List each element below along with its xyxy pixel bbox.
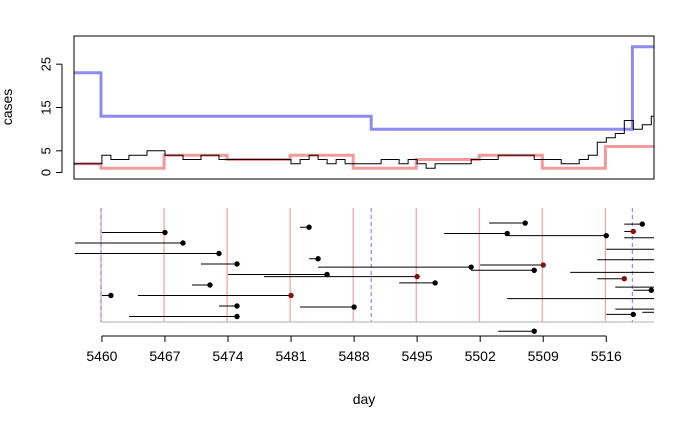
interval-point xyxy=(468,264,474,270)
x-axis-label: day xyxy=(353,391,376,407)
interval-point xyxy=(522,220,528,226)
interval-point xyxy=(315,256,321,262)
interval-point xyxy=(306,224,312,230)
x-tick-label: 5474 xyxy=(212,348,243,364)
x-tick-label: 5495 xyxy=(402,348,433,364)
interval-point xyxy=(540,262,546,268)
y-tick-label: 5 xyxy=(38,147,53,154)
interval-point xyxy=(630,311,636,318)
day-x-axis: 5460 5467 5474 5481 5488 5495 5502 5509 5516 xyxy=(86,335,622,364)
cases-series-group xyxy=(74,45,654,170)
reference-lines xyxy=(100,208,654,323)
cases-series-2 xyxy=(74,115,654,169)
x-tick-label: 5488 xyxy=(339,348,370,364)
interval-point xyxy=(162,229,168,236)
x-tick-label: 5467 xyxy=(149,348,180,364)
y-tick-label: 15 xyxy=(38,100,53,114)
interval-point xyxy=(432,280,438,286)
interval-point xyxy=(234,313,240,320)
interval-point xyxy=(234,261,240,267)
interval-point xyxy=(324,271,330,278)
x-tick-label: 5516 xyxy=(591,348,622,364)
cases-y-axis: 0 5 15 25 xyxy=(38,57,63,176)
cases-series-1 xyxy=(74,145,654,170)
x-tick-label: 5481 xyxy=(275,348,306,364)
interval-points xyxy=(108,220,654,334)
interval-point xyxy=(108,292,114,299)
interval-point xyxy=(639,221,645,227)
interval-point xyxy=(648,287,654,293)
interval-segments xyxy=(74,222,654,332)
interval-point xyxy=(180,240,186,246)
x-tick-label: 5502 xyxy=(465,348,496,364)
interval-point xyxy=(216,250,222,257)
interval-point xyxy=(288,292,294,299)
interval-point xyxy=(630,228,636,235)
cases-panel: 0 5 15 25 cases xyxy=(0,35,655,180)
interval-point xyxy=(504,230,510,237)
x-tick-label: 5509 xyxy=(528,348,559,364)
interval-point xyxy=(414,273,420,280)
interval-point xyxy=(531,328,537,334)
y-tick-label: 0 xyxy=(38,169,53,176)
interval-point xyxy=(621,276,627,282)
interval-point xyxy=(531,267,537,273)
cases-series-0 xyxy=(74,45,654,131)
interval-point xyxy=(207,282,213,288)
x-tick-label: 5460 xyxy=(86,348,117,364)
y-tick-label: 25 xyxy=(38,57,53,71)
cases-plot-frame xyxy=(73,35,655,180)
y-axis-label: cases xyxy=(0,89,15,126)
interval-point xyxy=(234,303,240,309)
interval-point xyxy=(603,232,609,239)
day-panel: 5460 5467 5474 5481 5488 5495 5502 5509 5516 day xyxy=(74,208,654,407)
interval-point xyxy=(351,304,357,310)
